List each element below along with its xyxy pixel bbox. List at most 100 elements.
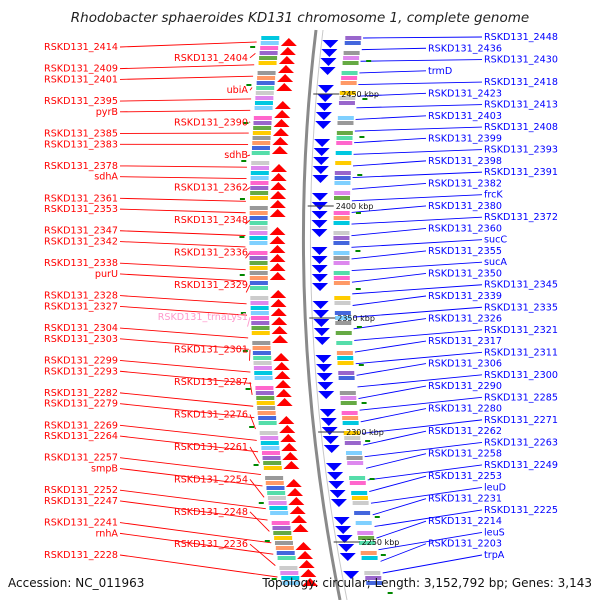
left-gene-label[interactable]: sdhB bbox=[224, 150, 248, 161]
left-gene-label[interactable]: purU bbox=[95, 269, 118, 280]
right-gene-label[interactable]: RSKD131_2345 bbox=[484, 280, 558, 291]
right-gene-label[interactable]: trmD bbox=[428, 66, 452, 77]
left-gene-label[interactable]: RSKD131_2361 bbox=[44, 193, 118, 204]
right-gene-label[interactable]: RSKD131_2321 bbox=[484, 325, 558, 336]
left-gene-label[interactable]: RSKD131_2287 bbox=[174, 377, 248, 388]
left-gene-label[interactable]: RSKD131_2261 bbox=[174, 442, 248, 453]
left-gene-label[interactable]: RSKD131_2347 bbox=[44, 226, 118, 237]
left-gene-label[interactable]: RSKD131_2328 bbox=[44, 291, 118, 302]
right-gene-label[interactable]: RSKD131_2280 bbox=[428, 404, 502, 415]
right-gene-label[interactable]: RSKD131_2408 bbox=[484, 122, 558, 133]
right-gene-label[interactable]: RSKD131_2271 bbox=[484, 415, 558, 426]
right-gene-label[interactable]: RSKD131_2350 bbox=[428, 268, 502, 279]
left-gene-label[interactable]: RSKD131_2383 bbox=[44, 139, 118, 150]
right-gene-label[interactable]: RSKD131_2203 bbox=[428, 539, 502, 550]
left-gene-label[interactable]: RSKD131_2247 bbox=[44, 496, 118, 507]
right-gene-label[interactable]: RSKD131_2399 bbox=[428, 133, 502, 144]
left-gene-label[interactable]: RSKD131_2336 bbox=[174, 247, 248, 258]
right-gene-label[interactable]: RSKD131_2372 bbox=[484, 212, 558, 223]
left-gene-label[interactable]: RSKD131_2279 bbox=[44, 399, 118, 410]
right-gene-label[interactable]: RSKD131_2249 bbox=[484, 460, 558, 471]
left-gene-label[interactable]: RSKD131_2401 bbox=[44, 74, 118, 85]
right-gene-label[interactable]: frcK bbox=[484, 190, 503, 201]
left-gene-label[interactable]: RSKD131_2329 bbox=[174, 280, 248, 291]
left-gene-label[interactable]: RSKD131_2252 bbox=[44, 485, 118, 496]
left-gene-label[interactable]: rnhA bbox=[96, 528, 119, 539]
right-gene-label[interactable]: RSKD131_2231 bbox=[428, 494, 502, 505]
right-gene-label[interactable]: leuD bbox=[484, 482, 506, 493]
right-gene-label[interactable]: RSKD131_2398 bbox=[428, 156, 502, 167]
right-gene-label[interactable]: RSKD131_2430 bbox=[484, 55, 558, 66]
left-gene-label[interactable]: RSKD131_2293 bbox=[44, 366, 118, 377]
feature-band bbox=[335, 161, 352, 165]
left-gene-label[interactable]: RSKD131_2241 bbox=[44, 518, 118, 529]
left-gene-label[interactable]: smpB bbox=[91, 464, 118, 475]
forward-gene-arrow bbox=[298, 560, 315, 568]
right-gene-label[interactable]: RSKD131_2263 bbox=[484, 437, 558, 448]
right-gene-label[interactable]: RSKD131_2326 bbox=[428, 314, 502, 325]
left-gene-label[interactable]: RSKD131_2304 bbox=[44, 323, 118, 334]
left-gene-label[interactable]: RSKD131_2404 bbox=[174, 53, 248, 64]
right-gene-label[interactable]: RSKD131_2214 bbox=[428, 516, 502, 527]
right-gene-label[interactable]: leuS bbox=[484, 527, 505, 538]
right-gene-label[interactable]: RSKD131_2380 bbox=[428, 201, 502, 212]
left-gene-label[interactable]: RSKD131_2236 bbox=[174, 539, 248, 550]
left-gene-label[interactable]: RSKD131_2409 bbox=[44, 64, 118, 75]
right-gene-label[interactable]: RSKD131_2290 bbox=[428, 381, 502, 392]
right-gene-label[interactable]: RSKD131_2393 bbox=[484, 145, 558, 156]
left-gene-label[interactable]: RSKD131_2269 bbox=[44, 420, 118, 431]
left-gene-label[interactable]: RSKD131_2338 bbox=[44, 258, 118, 269]
right-gene-label[interactable]: RSKD131_2423 bbox=[428, 88, 502, 99]
right-gene-label[interactable]: RSKD131_2418 bbox=[484, 77, 558, 88]
right-gene-label[interactable]: sucA bbox=[484, 257, 507, 268]
right-gene-label[interactable]: RSKD131_2335 bbox=[484, 302, 558, 313]
left-gene-label[interactable]: RSKD131_2303 bbox=[44, 334, 118, 345]
right-gene-label[interactable]: RSKD131_2436 bbox=[428, 43, 502, 54]
left-gene-label[interactable]: RSKD131_2301 bbox=[174, 345, 248, 356]
right-gene-label[interactable]: RSKD131_2403 bbox=[428, 111, 502, 122]
right-gene-label[interactable]: sucC bbox=[484, 235, 507, 246]
left-gene-label[interactable]: RSKD131_2327 bbox=[44, 301, 118, 312]
left-gene-label[interactable]: RSKD131_2353 bbox=[44, 204, 118, 215]
right-gene-label[interactable]: RSKD131_2317 bbox=[428, 336, 502, 347]
right-gene-label[interactable]: RSKD131_2258 bbox=[428, 449, 502, 460]
right-gene-label[interactable]: RSKD131_2339 bbox=[428, 291, 502, 302]
right-gene-label[interactable]: RSKD131_2448 bbox=[484, 32, 558, 43]
left-gene-label[interactable]: RSKD131_2385 bbox=[44, 128, 118, 139]
right-gene-label[interactable]: trpA bbox=[484, 550, 505, 561]
feature-band bbox=[256, 401, 275, 405]
left-gene-label[interactable]: RSKD131_2414 bbox=[44, 42, 118, 53]
right-gene-label[interactable]: RSKD131_2311 bbox=[484, 347, 558, 358]
left-gene-label[interactable]: RSKD131_2299 bbox=[44, 355, 118, 366]
left-gene-label[interactable]: RSKD131_2362 bbox=[174, 183, 248, 194]
left-gene-label[interactable]: RSKD131_2348 bbox=[174, 215, 248, 226]
left-gene-label[interactable]: RSKD131_2390 bbox=[174, 118, 248, 129]
right-gene-label[interactable]: RSKD131_2253 bbox=[428, 471, 502, 482]
left-gene-label[interactable]: RSKD131_2254 bbox=[174, 474, 248, 485]
left-gene-label[interactable]: RSKD131_2395 bbox=[44, 96, 118, 107]
right-gene-label[interactable]: RSKD131_2360 bbox=[428, 223, 502, 234]
left-gene-label[interactable]: RSKD131_2342 bbox=[44, 237, 118, 248]
left-gene-label[interactable]: sdhA bbox=[94, 172, 118, 183]
forward-gene-arrow bbox=[270, 191, 287, 199]
left-gene-label[interactable]: RSKD131_2228 bbox=[44, 550, 118, 561]
left-gene-label[interactable]: pyrB bbox=[96, 107, 118, 118]
right-gene-label[interactable]: RSKD131_2306 bbox=[428, 359, 502, 370]
left-gene-label[interactable]: RSKD131_2257 bbox=[44, 453, 118, 464]
left-gene-label[interactable]: RSKD131_2276 bbox=[174, 409, 248, 420]
left-gene-label[interactable]: RSKD131_2264 bbox=[44, 431, 118, 442]
left-gene-label[interactable]: ubiA bbox=[227, 85, 249, 96]
right-gene-label[interactable]: RSKD131_2225 bbox=[484, 505, 558, 516]
right-gene-label[interactable]: RSKD131_2382 bbox=[428, 178, 502, 189]
right-gene-label[interactable]: RSKD131_2391 bbox=[484, 167, 558, 178]
right-gene-label[interactable]: RSKD131_2413 bbox=[484, 100, 558, 111]
left-gene-label[interactable]: RSKD131_2378 bbox=[44, 161, 118, 172]
left-gene-label[interactable]: RSKD131_trnaLys1 bbox=[158, 312, 248, 323]
left-gene-label[interactable]: RSKD131_2282 bbox=[44, 388, 118, 399]
left-gene-label[interactable]: RSKD131_2248 bbox=[174, 507, 248, 518]
left-leader-line bbox=[119, 370, 252, 384]
right-gene-label[interactable]: RSKD131_2285 bbox=[484, 392, 558, 403]
right-gene-label[interactable]: RSKD131_2355 bbox=[428, 246, 502, 257]
right-gene-label[interactable]: RSKD131_2262 bbox=[428, 426, 502, 437]
right-gene-label[interactable]: RSKD131_2300 bbox=[484, 370, 558, 381]
